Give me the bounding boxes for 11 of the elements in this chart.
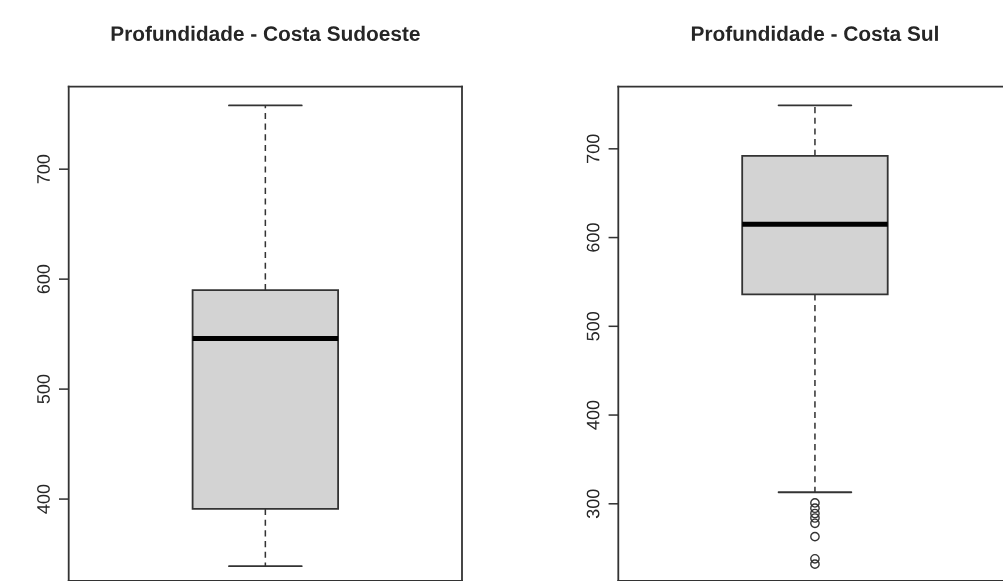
y-tick-label: 500 bbox=[586, 311, 600, 341]
y-tick-label: 400 bbox=[586, 400, 600, 430]
y-tick-label: 700 bbox=[37, 154, 50, 184]
y-tick-label: 600 bbox=[586, 223, 600, 252]
y-tick-label: 500 bbox=[37, 374, 50, 404]
chart-title: Profundidade - Costa Sul bbox=[691, 25, 938, 42]
chart-title: Profundidade - Costa Sudoeste bbox=[111, 25, 420, 42]
y-tick-label: 400 bbox=[37, 484, 50, 514]
y-tick-label: 300 bbox=[586, 489, 600, 519]
y-tick-label: 600 bbox=[37, 264, 50, 294]
y-tick-label: 700 bbox=[586, 134, 600, 163]
